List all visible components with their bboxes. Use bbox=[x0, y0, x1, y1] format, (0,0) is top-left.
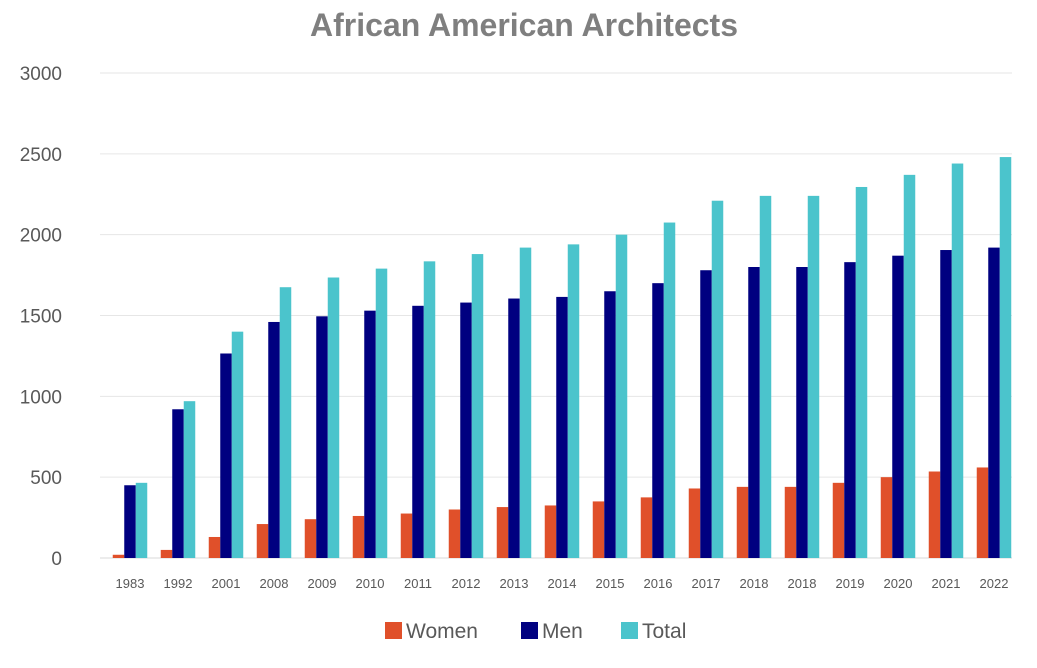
bar-men-2013 bbox=[508, 298, 520, 558]
bar-men-2018 bbox=[748, 267, 760, 558]
x-tick-label: 2018 bbox=[788, 576, 817, 591]
bar-total-2010 bbox=[375, 268, 388, 558]
bar-women-2013 bbox=[496, 507, 509, 558]
y-tick-label: 1500 bbox=[20, 307, 62, 328]
bar-women-2020 bbox=[880, 477, 893, 558]
x-tick-label: 2014 bbox=[548, 576, 577, 591]
bar-men-2021 bbox=[940, 250, 952, 558]
y-tick-label: 500 bbox=[30, 468, 62, 489]
x-tick-label: 2019 bbox=[836, 576, 865, 591]
x-tick-label: 2017 bbox=[692, 576, 721, 591]
bar-men-2017 bbox=[700, 270, 712, 558]
x-axis-ticks: 1983 1992 2001 2008 2009 2010 2011 2012 2013 2014… bbox=[116, 576, 1009, 591]
bars bbox=[112, 157, 1012, 559]
bar-total-2020 bbox=[903, 174, 916, 558]
bar-women-2010 bbox=[352, 515, 365, 558]
bar-women-2009 bbox=[304, 519, 317, 558]
bar-total-1983 bbox=[135, 482, 148, 558]
bar-men-2016 bbox=[652, 283, 664, 558]
bar-women-2021 bbox=[928, 471, 941, 558]
x-tick-label: 1992 bbox=[164, 576, 193, 591]
bar-total-2015 bbox=[615, 234, 628, 558]
bar-total-2012 bbox=[471, 254, 484, 559]
x-tick-label: 2018 bbox=[740, 576, 769, 591]
bar-men-2019 bbox=[844, 262, 856, 558]
bar-total-2014 bbox=[567, 244, 580, 558]
x-tick-label: 2015 bbox=[596, 576, 625, 591]
y-tick-label: 1000 bbox=[20, 387, 62, 408]
bar-women-2016 bbox=[640, 497, 653, 558]
bar-men-2015 bbox=[604, 291, 616, 558]
bar-men-2001 bbox=[220, 353, 232, 558]
bar-women-2008 bbox=[256, 524, 269, 558]
bar-women-2018 bbox=[784, 486, 797, 558]
x-tick-label: 2001 bbox=[212, 576, 241, 591]
x-tick-label: 2022 bbox=[980, 576, 1009, 591]
bar-total-2008 bbox=[279, 287, 292, 558]
bar-total-1992 bbox=[183, 401, 196, 558]
x-tick-label: 2013 bbox=[500, 576, 529, 591]
x-tick-label: 2021 bbox=[932, 576, 961, 591]
legend-label-total: Total bbox=[642, 620, 686, 643]
legend-swatch-women bbox=[385, 622, 402, 639]
x-tick-label: 2008 bbox=[260, 576, 289, 591]
bar-women-2015 bbox=[592, 501, 605, 558]
legend: Women Men Total bbox=[385, 620, 686, 643]
bar-men-2020 bbox=[892, 255, 904, 558]
bar-total-2018 bbox=[807, 195, 820, 558]
y-tick-label: 2500 bbox=[20, 145, 62, 166]
bar-total-2009 bbox=[327, 277, 340, 558]
bar-total-2001 bbox=[231, 331, 244, 558]
y-tick-label: 3000 bbox=[20, 64, 62, 85]
gridlines bbox=[100, 72, 1012, 559]
bar-total-2011 bbox=[423, 261, 436, 558]
x-tick-label: 2011 bbox=[404, 576, 432, 591]
bar-men-2009 bbox=[316, 316, 328, 558]
y-tick-label: 2000 bbox=[20, 226, 62, 247]
legend-label-men: Men bbox=[542, 620, 583, 643]
bar-total-2019 bbox=[855, 186, 868, 558]
bar-women-2018 bbox=[736, 486, 749, 558]
bar-women-2017 bbox=[688, 488, 701, 558]
x-tick-label: 1983 bbox=[116, 576, 145, 591]
bar-men-2012 bbox=[460, 302, 472, 558]
bar-total-2022 bbox=[999, 157, 1012, 559]
bar-total-2017 bbox=[711, 200, 724, 558]
bar-total-2018 bbox=[759, 195, 772, 558]
bar-men-2011 bbox=[412, 305, 424, 558]
x-tick-label: 2009 bbox=[308, 576, 337, 591]
bar-women-2011 bbox=[400, 513, 413, 558]
chart-title: African American Architects bbox=[310, 7, 738, 43]
y-tick-label: 0 bbox=[51, 549, 62, 570]
legend-swatch-total bbox=[621, 622, 638, 639]
legend-swatch-men bbox=[521, 622, 538, 639]
bar-women-2001 bbox=[208, 536, 221, 558]
x-tick-label: 2012 bbox=[452, 576, 481, 591]
legend-label-women: Women bbox=[406, 620, 478, 643]
bar-women-2012 bbox=[448, 509, 461, 558]
bar-women-1983 bbox=[112, 554, 125, 558]
bar-men-2018 bbox=[796, 267, 808, 558]
bar-men-1992 bbox=[172, 409, 184, 558]
bar-men-2008 bbox=[268, 321, 280, 558]
x-tick-label: 2020 bbox=[884, 576, 913, 591]
bar-men-1983 bbox=[124, 485, 136, 558]
y-axis-ticks: 0 500 1000 1500 2000 2500 3000 bbox=[20, 64, 62, 570]
bar-women-1992 bbox=[160, 549, 173, 558]
bar-women-2022 bbox=[976, 467, 989, 558]
bar-total-2016 bbox=[663, 222, 676, 558]
bar-women-2014 bbox=[544, 505, 557, 558]
bar-total-2021 bbox=[951, 163, 964, 559]
bar-men-2022 bbox=[988, 247, 1000, 558]
bar-women-2019 bbox=[832, 482, 845, 558]
x-tick-label: 2010 bbox=[356, 576, 385, 591]
bar-men-2010 bbox=[364, 310, 376, 558]
bar-men-2014 bbox=[556, 296, 568, 558]
x-tick-label: 2016 bbox=[644, 576, 673, 591]
bar-total-2013 bbox=[519, 247, 532, 558]
